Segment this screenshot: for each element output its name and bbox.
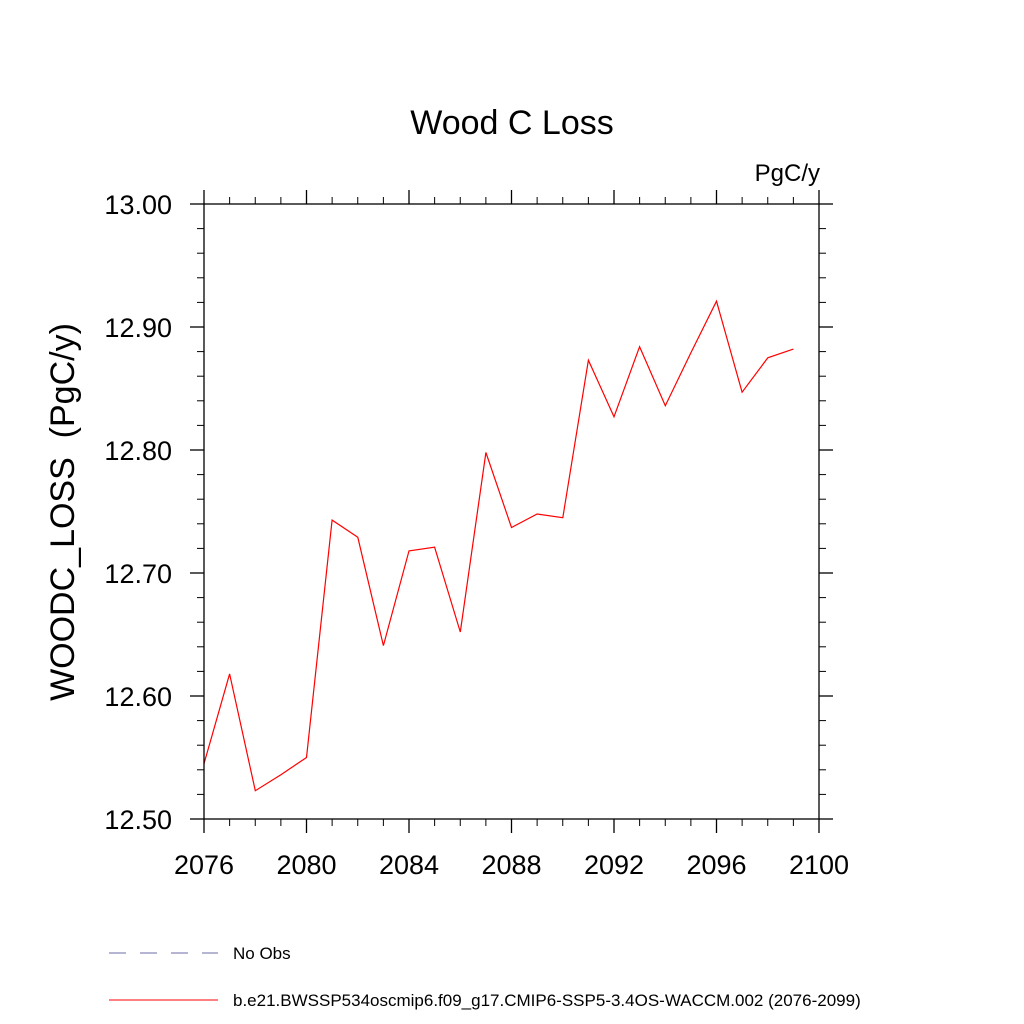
y-tick-label: 12.60 <box>104 682 172 712</box>
y-tick-label: 13.00 <box>104 190 172 220</box>
y-tick-label: 12.50 <box>104 805 172 835</box>
chart-title: Wood C Loss <box>410 104 613 142</box>
series-line <box>203 299 794 792</box>
y-axis-label: WOODC_LOSS (PgC/y) <box>44 323 82 701</box>
x-tick-label: 2096 <box>686 850 746 880</box>
tick-labels-layer: 2076 2080 2084 2088 2092 2096 2100 12.50 12.60 12… <box>104 190 849 880</box>
legend-label: No Obs <box>233 944 291 963</box>
legend: No Obs b.e21.BWSSP534oscmip6.f09_g17.CMIP… <box>109 944 861 1010</box>
plot-layer <box>203 299 794 792</box>
units-label: PgC/y <box>755 160 820 187</box>
ticks-layer <box>190 190 833 833</box>
x-tick-label: 2092 <box>584 850 644 880</box>
x-tick-label: 2088 <box>481 850 541 880</box>
x-tick-label: 2100 <box>789 850 849 880</box>
x-tick-label: 2080 <box>276 850 336 880</box>
plot-frame <box>203 203 820 820</box>
y-tick-label: 12.70 <box>104 559 172 589</box>
legend-label: b.e21.BWSSP534oscmip6.f09_g17.CMIP6-SSP5… <box>233 991 861 1010</box>
y-tick-label: 12.90 <box>104 313 172 343</box>
x-tick-label: 2084 <box>379 850 439 880</box>
y-tick-label: 12.80 <box>104 436 172 466</box>
x-tick-label: 2076 <box>174 850 234 880</box>
